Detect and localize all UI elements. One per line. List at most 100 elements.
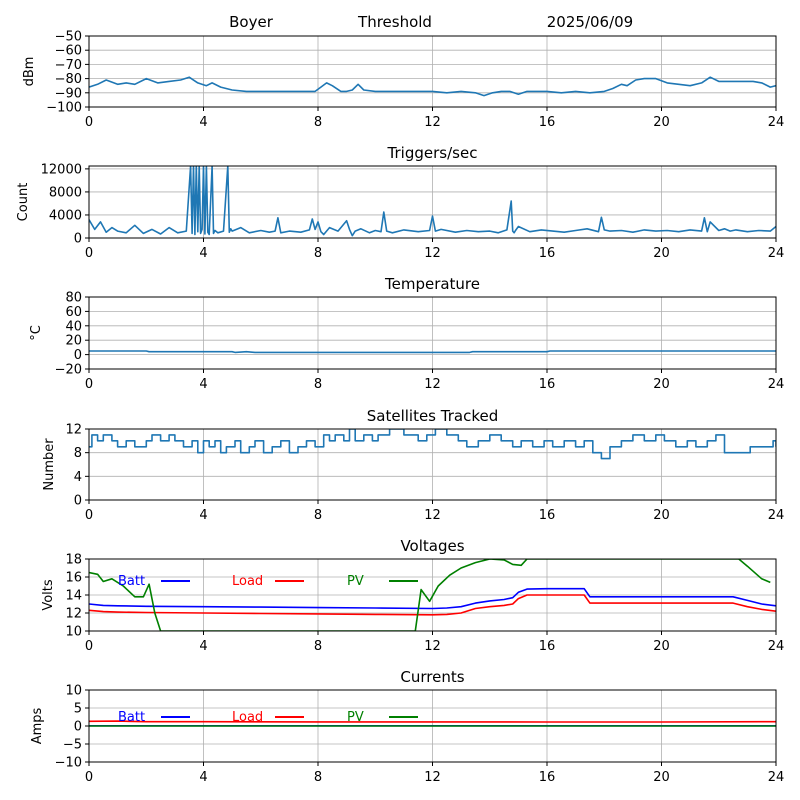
x-tick-label: 8: [314, 770, 322, 785]
voltages-series-batt: [89, 587, 776, 610]
satellites-series-line: [89, 429, 776, 460]
y-tick-label: 80: [65, 291, 82, 306]
y-axis-label: Count: [16, 183, 31, 222]
series-group: [89, 559, 776, 631]
x-tick-label: 4: [199, 115, 207, 130]
legend-label-pv: PV: [347, 710, 364, 725]
rssi-series-line: [89, 76, 776, 97]
y-tick-label: 18: [65, 553, 82, 568]
x-tick-label: 4: [199, 770, 207, 785]
y-tick-label: −80: [55, 72, 82, 87]
x-tick-label: 16: [539, 639, 556, 654]
y-tick-label: 4: [74, 470, 82, 485]
x-tick-label: 16: [539, 508, 556, 523]
x-tick-label: 8: [314, 639, 322, 654]
y-tick-label: 16: [65, 571, 82, 586]
x-tick-label: 4: [199, 508, 207, 523]
y-tick-label: 8: [74, 446, 82, 461]
x-tick-label: 0: [85, 377, 93, 392]
x-tick-label: 20: [653, 377, 670, 392]
x-tick-label: 8: [314, 246, 322, 261]
legend-label-batt: Batt: [118, 574, 145, 589]
voltages-panel: 0 4 8 12 16 20 24 10 12 14 16 18 Voltages Volts Batt Lo…: [41, 537, 784, 654]
y-tick-label: 14: [65, 589, 82, 604]
x-tick-label: 20: [653, 770, 670, 785]
y-axis-label: Volts: [41, 579, 56, 611]
y-tick-label: −70: [55, 58, 82, 73]
voltages-series-pv: [89, 559, 771, 631]
x-tick-label: 16: [539, 246, 556, 261]
y-tick-label: 12000: [41, 162, 82, 177]
x-tick-label: 12: [424, 639, 441, 654]
y-tick-label: −20: [55, 363, 82, 378]
header-station: Boyer: [229, 13, 274, 31]
x-tick-label: 20: [653, 246, 670, 261]
x-tick-label: 20: [653, 639, 670, 654]
y-tick-label: −100: [46, 101, 82, 116]
y-tick-label: 20: [65, 334, 82, 349]
legend-label-load: Load: [232, 710, 263, 725]
x-tick-label: 20: [653, 508, 670, 523]
x-tick-label: 20: [653, 115, 670, 130]
header-date: 2025/06/09: [547, 13, 633, 31]
y-axis-label: Amps: [30, 707, 45, 744]
x-tick-label: 24: [768, 246, 785, 261]
x-tick-label: 8: [314, 377, 322, 392]
panel-title: Currents: [400, 668, 464, 686]
y-tick-label: 40: [65, 319, 82, 334]
legend-label-pv: PV: [347, 574, 364, 589]
x-tick-label: 24: [768, 639, 785, 654]
triggers-panel: 0 4 8 12 16 20 24 0 4000 8000 12000 Triggers/sec Cou…: [16, 144, 784, 261]
y-axis-label: dBm: [22, 57, 37, 87]
x-tick-label: 0: [85, 508, 93, 523]
y-tick-label: 0: [74, 232, 82, 247]
x-tick-label: 12: [424, 377, 441, 392]
x-tick-label: 12: [424, 115, 441, 130]
x-tick-label: 16: [539, 115, 556, 130]
temperature-series-line: [89, 350, 776, 354]
y-tick-label: 12: [65, 423, 82, 438]
y-tick-label: 0: [74, 348, 82, 363]
triggers-series-line: [89, 166, 776, 237]
x-tick-label: 12: [424, 508, 441, 523]
voltages-series-load: [89, 594, 776, 616]
y-tick-label: 5: [74, 702, 82, 717]
y-tick-label: 4000: [49, 208, 82, 223]
currents-panel: 0 4 8 12 16 20 24 −10 −5 0 5 10 Currents Amps Batt Load…: [30, 668, 784, 785]
header-mode: Threshold: [357, 13, 432, 31]
y-tick-label: −50: [55, 30, 82, 45]
series-group: [89, 350, 776, 354]
x-tick-label: 16: [539, 377, 556, 392]
x-tick-label: 4: [199, 246, 207, 261]
legend-label-load: Load: [232, 574, 263, 589]
y-tick-label: −90: [55, 86, 82, 101]
x-tick-label: 24: [768, 508, 785, 523]
x-tick-label: 16: [539, 770, 556, 785]
x-tick-label: 0: [85, 770, 93, 785]
x-tick-label: 24: [768, 115, 785, 130]
x-tick-label: 8: [314, 115, 322, 130]
x-tick-label: 12: [424, 246, 441, 261]
x-tick-label: 24: [768, 770, 785, 785]
rssi-panel: 0 4 8 12 16 20 24 −100−90−80−70−60−50 dBm: [22, 30, 784, 131]
series-group: [89, 720, 776, 727]
y-tick-label: −10: [55, 756, 82, 771]
legend-label-batt: Batt: [118, 710, 145, 725]
x-tick-label: 24: [768, 377, 785, 392]
y-tick-label: 60: [65, 305, 82, 320]
y-tick-label: −60: [55, 44, 82, 59]
x-tick-label: 0: [85, 115, 93, 130]
panel-title: Triggers/sec: [387, 144, 478, 162]
y-tick-label: 10: [65, 625, 82, 640]
y-tick-label: 12: [65, 607, 82, 622]
x-tick-label: 4: [199, 639, 207, 654]
currents-series-load: [89, 720, 776, 723]
y-axis-label: °C: [29, 325, 44, 341]
y-tick-label: 0: [74, 494, 82, 509]
x-tick-label: 0: [85, 639, 93, 654]
series-group: [89, 429, 776, 460]
x-tick-label: 4: [199, 377, 207, 392]
y-tick-label: −5: [63, 738, 82, 753]
